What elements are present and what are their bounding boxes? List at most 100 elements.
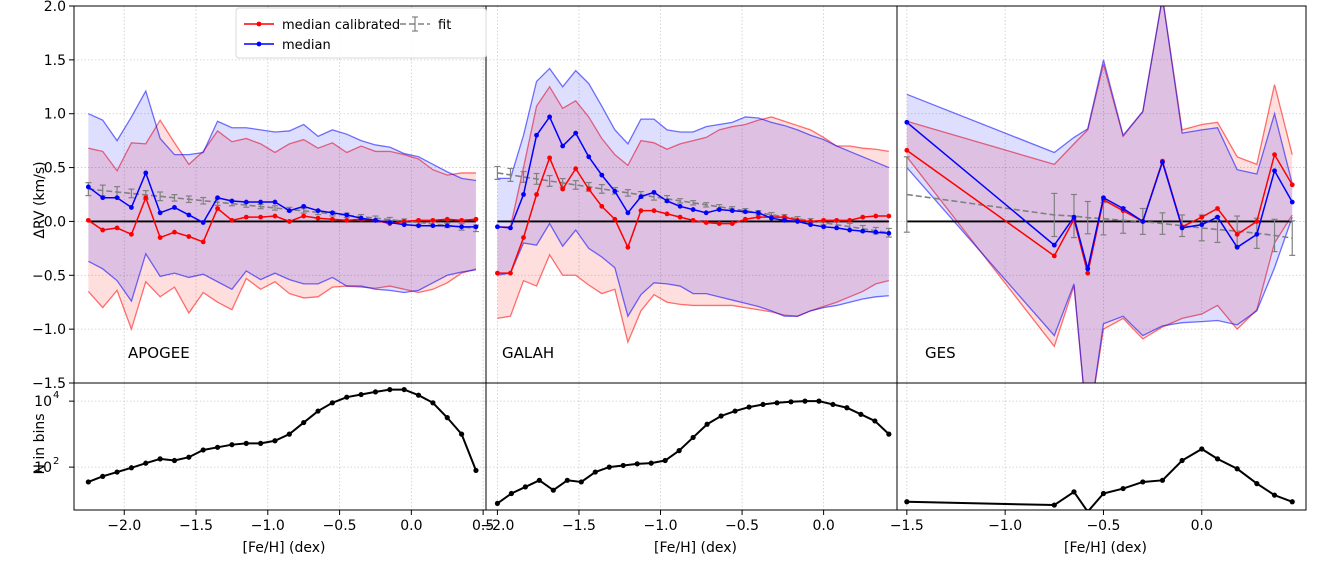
x-axis-label: [Fe/H] (dex): [1064, 540, 1147, 556]
calibrated-point: [1051, 253, 1057, 259]
median-point: [834, 225, 840, 231]
counts-point: [904, 499, 910, 505]
median-point: [795, 219, 800, 224]
frame-bottom: [485, 382, 898, 511]
median-band-lower: [497, 222, 889, 318]
median-point: [143, 170, 149, 176]
counts-point: [243, 440, 249, 446]
x-tick-label: −0.5: [725, 518, 759, 534]
counts-point: [676, 448, 682, 454]
counts-point: [143, 460, 149, 466]
counts-point: [634, 461, 640, 467]
counts-point: [550, 487, 556, 493]
legend-label: median: [282, 38, 331, 53]
y-tick-label: 0.0: [44, 214, 66, 230]
median-point: [114, 195, 120, 201]
calibrated-point: [547, 155, 553, 161]
panel-ges: GES −1.5 −1.0 −0.5 0.0 [Fe/H] (dex): [890, 5, 1307, 556]
calibrated-point: [651, 208, 657, 214]
counts-point: [662, 457, 668, 464]
x-tick-label: −2.0: [107, 518, 141, 534]
counts-point: [387, 386, 393, 393]
calibrated-point: [129, 231, 134, 237]
counts-point: [1120, 485, 1126, 492]
counts-point: [774, 400, 780, 406]
median-point: [1140, 219, 1146, 224]
counts-point: [872, 418, 878, 424]
median-point: [1179, 225, 1185, 231]
median-point: [430, 223, 436, 229]
counts-point: [229, 442, 235, 448]
median-point: [186, 212, 192, 218]
calibrated-point: [100, 227, 106, 233]
median-point: [459, 224, 464, 230]
y-tick-label: −0.5: [32, 268, 66, 284]
median-series: [495, 114, 892, 236]
counts-point: [301, 419, 307, 426]
calibrated-point: [599, 203, 605, 209]
counts-point: [114, 469, 120, 475]
plot-area-bottom: [904, 446, 1295, 510]
calibrated-point: [534, 192, 539, 197]
median-point: [1085, 266, 1091, 272]
calibrated-point: [495, 270, 500, 276]
grid: [486, 5, 897, 510]
median-point: [560, 143, 566, 149]
counts-point: [704, 421, 710, 427]
median-point: [416, 223, 421, 229]
median-point: [625, 210, 631, 216]
median-point: [886, 230, 892, 236]
median-point: [1272, 168, 1277, 174]
counts-point: [157, 456, 163, 462]
median-point: [100, 195, 106, 201]
calibrated-point: [473, 216, 479, 222]
median-point: [229, 198, 235, 204]
counts-point: [1051, 502, 1057, 508]
x-tick-label: −1.5: [890, 518, 924, 534]
counts-point: [315, 408, 321, 414]
median-point: [1101, 195, 1106, 201]
median-point: [782, 217, 787, 223]
legend-swatch-dot: [256, 21, 262, 27]
median-point: [808, 222, 813, 228]
y-tick-label: 0.5: [44, 161, 66, 177]
calibrated-band: [906, 6, 1293, 383]
median-series: [85, 170, 479, 230]
median-point: [742, 209, 748, 215]
counts-point: [186, 454, 192, 460]
x-tick-label: 0.0: [1191, 518, 1213, 534]
calibrated-point: [821, 217, 827, 223]
calibrated-point: [229, 217, 235, 223]
calibrated-point: [215, 206, 220, 211]
median-point: [521, 192, 526, 197]
counts-point: [788, 399, 794, 405]
median-point: [329, 210, 335, 216]
calibrated-point: [508, 270, 513, 276]
median-point: [358, 215, 364, 221]
median-point: [444, 223, 450, 229]
counts-point: [415, 392, 422, 398]
counts-point: [536, 477, 542, 483]
y-tick-exponent: 2: [53, 456, 59, 467]
calibrated-point: [834, 217, 840, 223]
calibrated-point: [586, 186, 592, 192]
calibrated-point: [521, 235, 526, 240]
counts-point: [473, 467, 479, 474]
median-band-lower: [906, 167, 1293, 383]
counts-point: [732, 408, 738, 414]
median-point: [1199, 222, 1205, 228]
counts-point: [494, 500, 501, 507]
counts-point: [1214, 456, 1221, 462]
median-point: [344, 212, 350, 218]
counts-point: [444, 415, 450, 421]
calibrated-band: [497, 86, 889, 343]
calibrated-point: [625, 244, 631, 250]
panel-label-apogee: APOGEE: [128, 344, 190, 362]
calibrated-point: [755, 214, 761, 220]
frame-bottom: [73, 382, 487, 511]
y-tick-exponent: 4: [53, 390, 59, 401]
calibrated-point: [729, 221, 735, 226]
median-point: [599, 172, 605, 178]
counts-point: [258, 440, 264, 446]
median-point: [258, 199, 264, 205]
